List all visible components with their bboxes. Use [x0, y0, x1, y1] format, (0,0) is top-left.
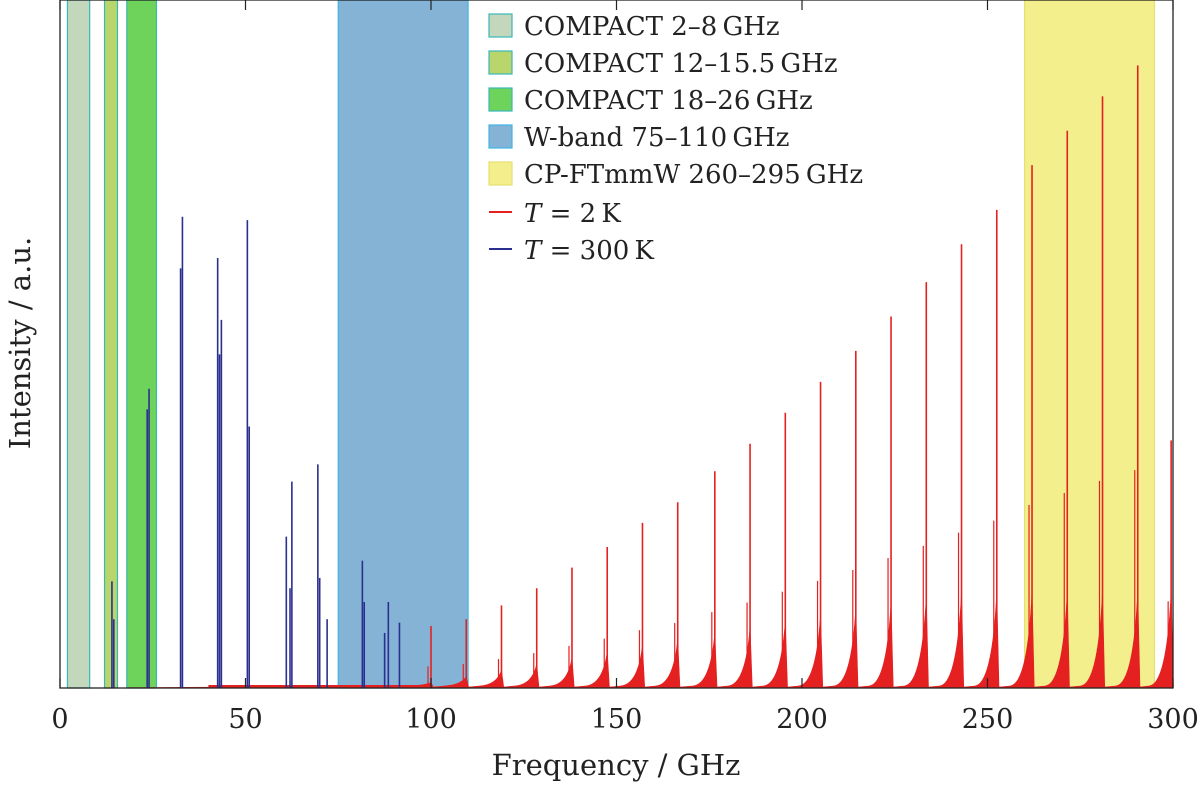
legend-label-series-1-value: = 300 K: [541, 236, 654, 266]
legend-label-series-0-var: T: [524, 199, 543, 229]
legend-swatch-band-1: [488, 50, 513, 75]
red-baseline-fill: [78, 591, 1174, 689]
band-2: [126, 0, 158, 689]
x-tick-label-4: 200: [776, 704, 828, 735]
legend-label-series-1: T = 300 K: [524, 236, 654, 266]
band-1: [103, 0, 119, 689]
series-0: [427, 65, 1172, 688]
y-axis-label: Intensity / a.u.: [3, 237, 37, 449]
x-tick-label-1: 50: [228, 704, 262, 735]
legend-swatch-band-4: [488, 161, 513, 186]
band-0: [66, 0, 91, 689]
red-baseline-fill-layer: [78, 591, 1174, 689]
legend-label-band-0: COMPACT 2–8 GHz: [524, 12, 780, 42]
series-1: [111, 216, 401, 688]
x-axis-label: Frequency / GHz: [492, 748, 741, 782]
legend-label-series-0-value: = 2 K: [541, 199, 621, 229]
legend-label-band-4: CP-FTmmW 260–295 GHz: [524, 160, 863, 190]
legend-swatch-band-3: [488, 124, 513, 149]
legend-label-band-1: COMPACT 12–15.5 GHz: [524, 49, 838, 79]
legend-label-band-3: W-band 75–110 GHz: [524, 123, 789, 153]
band-4: [1023, 0, 1156, 689]
legend-swatch-band-0: [488, 13, 513, 38]
series-lines-layer: [111, 65, 1172, 688]
x-tick-label-5: 250: [962, 704, 1014, 735]
x-ticks-layer: 0 50 100 150 200 250 300: [51, 0, 1199, 735]
x-tick-label-6: 300: [1147, 704, 1199, 735]
legend-label-series-0: T = 2 K: [524, 199, 621, 229]
x-tick-label-0: 0: [51, 704, 68, 735]
band-3: [337, 0, 469, 689]
legend-label-band-2: COMPACT 18–26 GHz: [524, 86, 813, 116]
x-tick-label-3: 150: [591, 704, 643, 735]
legend-swatch-band-2: [488, 87, 513, 112]
x-tick-label-2: 100: [405, 704, 457, 735]
legend-label-series-1-var: T: [524, 236, 543, 266]
bands-layer: [66, 0, 1156, 689]
legend: COMPACT 2–8 GHz COMPACT 12–15.5 GHz COMPAC…: [488, 12, 863, 266]
